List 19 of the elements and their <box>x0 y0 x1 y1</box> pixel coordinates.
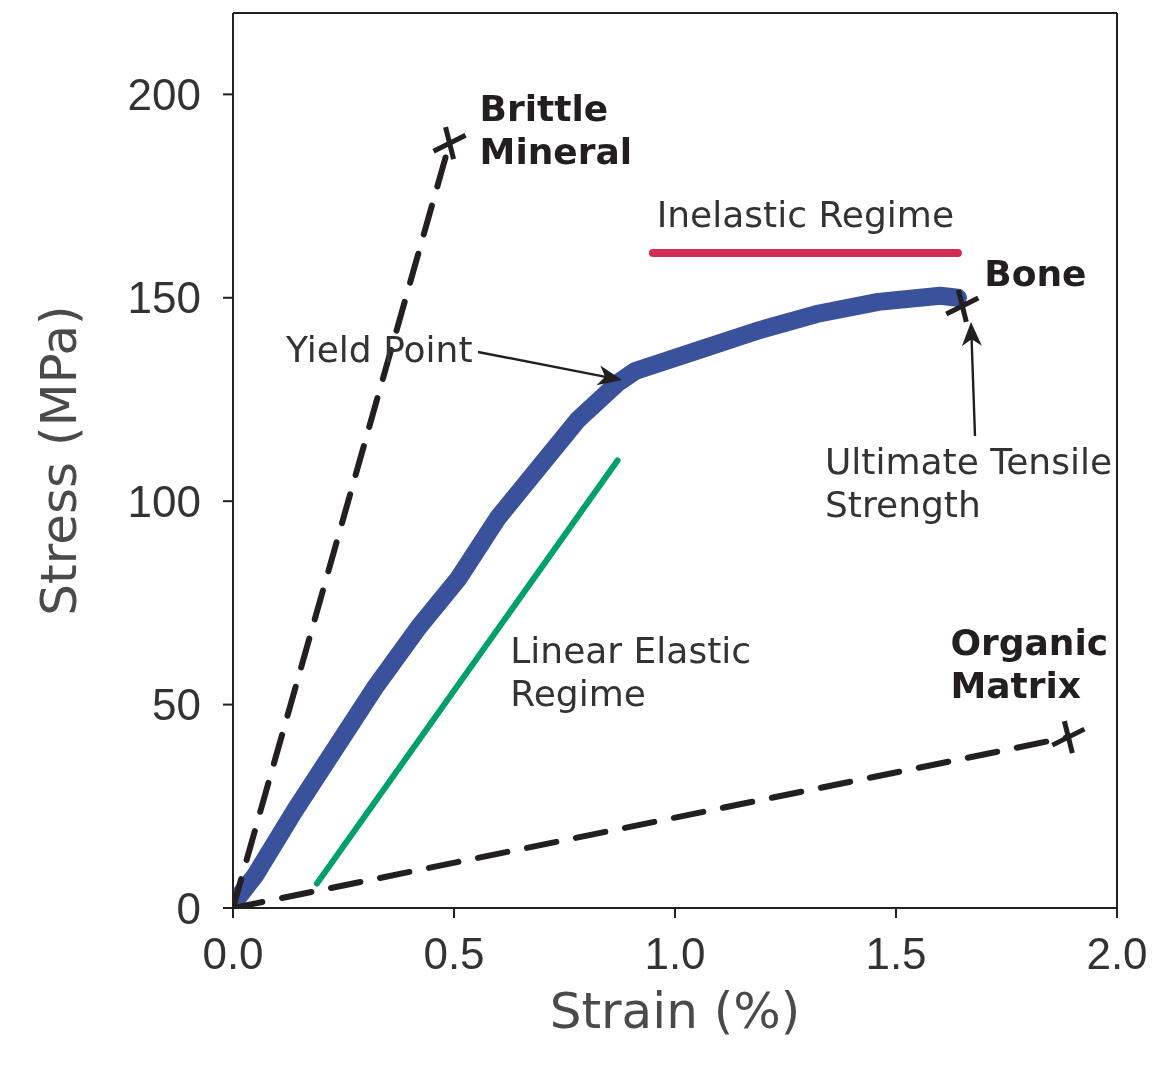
x-axis-title: Strain (%) <box>549 982 801 1040</box>
y-tick-label: 0 <box>176 883 201 933</box>
annotation: Ultimate Tensile Strength <box>825 441 1113 526</box>
y-axis-title: Stress (MPa) <box>29 305 88 616</box>
x-tick-label: 1.5 <box>865 929 927 979</box>
y-tick-label: 150 <box>127 273 201 323</box>
y-tick-label: 100 <box>127 476 201 526</box>
annotation: Yield Point <box>285 329 473 370</box>
annotation: Brittle Mineral <box>479 88 633 173</box>
x-tick-label: 0.5 <box>423 929 485 979</box>
annotation: Linear Elastic Regime <box>510 630 752 715</box>
annotation: Inelastic Regime <box>656 194 955 236</box>
annotation: Bone <box>984 252 1087 294</box>
y-tick-label: 200 <box>127 69 201 119</box>
annotation: Organic Matrix <box>950 622 1109 707</box>
x-tick-label: 2.0 <box>1086 929 1148 979</box>
y-tick-label: 50 <box>152 680 201 730</box>
x-tick-label: 1.0 <box>644 929 706 979</box>
x-tick-label: 0.0 <box>202 929 264 979</box>
